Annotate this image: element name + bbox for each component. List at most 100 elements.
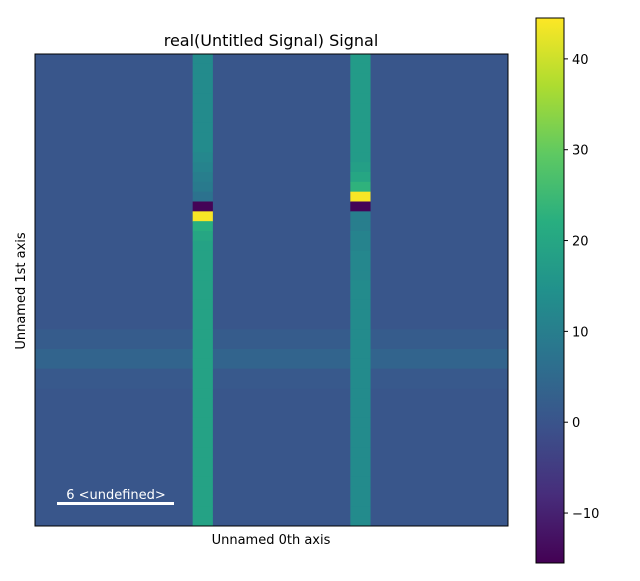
heatmap-cell	[192, 467, 213, 478]
heatmap-background	[35, 54, 508, 526]
colorbar-tick-label: 40	[572, 53, 589, 68]
heatmap-cell	[192, 103, 213, 114]
heatmap-cell	[192, 201, 213, 212]
heatmap-cell	[192, 73, 213, 84]
heatmap-cell	[350, 496, 371, 507]
heatmap-cell	[192, 427, 213, 438]
heatmap-cell	[192, 250, 213, 261]
heatmap-cell	[350, 191, 371, 202]
heatmap-cell	[350, 417, 371, 429]
heatmap-cell	[192, 417, 213, 429]
y-axis-label: Unnamed 1st axis	[14, 232, 29, 350]
heatmap-cell	[350, 231, 371, 242]
colorbar-ticks: 40 30 20 10 0 −10	[564, 53, 599, 522]
heatmap-cell	[350, 93, 371, 104]
colorbar-tick-label: −10	[572, 507, 599, 522]
heatmap-cell	[350, 476, 371, 488]
heatmap-cell	[192, 290, 213, 301]
heatmap-cell	[192, 280, 213, 291]
heatmap-cell	[350, 103, 371, 114]
heatmap-cell	[350, 181, 371, 193]
heatmap-cell	[350, 408, 371, 419]
heatmap-cell	[350, 142, 371, 153]
heatmap-cell	[192, 447, 213, 458]
heatmap-cell	[192, 181, 213, 193]
heatmap-image	[35, 54, 508, 527]
heatmap-cell	[350, 152, 371, 163]
heatmap-cell	[192, 231, 213, 242]
heatmap-cell	[350, 221, 371, 232]
heatmap-cell	[192, 319, 213, 330]
colorbar-tick-label: 20	[572, 235, 589, 250]
heatmap-cell	[192, 270, 213, 281]
scalebar-label: 6 <undefined>	[66, 488, 166, 503]
heatmap-cell	[350, 54, 371, 65]
heatmap-cell	[350, 437, 371, 448]
heatmap-cell	[192, 506, 213, 517]
heatmap-cell	[192, 349, 213, 360]
heatmap-cell	[350, 467, 371, 478]
heatmap-cell	[192, 329, 213, 340]
heatmap-cell	[350, 516, 371, 527]
heatmap-cell	[192, 260, 213, 271]
heatmap-cell	[350, 201, 371, 212]
heatmap-cell	[192, 309, 213, 320]
heatmap-cell	[192, 113, 213, 124]
heatmap-cell	[192, 516, 213, 527]
plot-frame	[34, 53, 509, 527]
heatmap-cell	[192, 93, 213, 104]
heatmap-cell	[350, 63, 371, 75]
heatmap-cell	[192, 398, 213, 409]
heatmap-row-band	[35, 368, 508, 389]
heatmap-cell	[192, 191, 213, 202]
heatmap-cell	[350, 378, 371, 389]
heatmap-cell	[350, 329, 371, 340]
heatmap-cell	[350, 299, 371, 311]
heatmap-cell	[350, 398, 371, 409]
heatmap-cell	[192, 299, 213, 311]
heatmap-cell	[192, 408, 213, 419]
heatmap-cell	[192, 152, 213, 163]
heatmap-cell	[192, 142, 213, 153]
scalebar-bar	[57, 502, 174, 505]
heatmap-cell	[192, 211, 213, 222]
heatmap-cell	[350, 73, 371, 84]
heatmap-cell	[350, 319, 371, 330]
heatmap-cell	[350, 457, 371, 468]
heatmap-cell	[192, 378, 213, 389]
colorbar-tick-label: 10	[572, 325, 589, 340]
heatmap-cell	[192, 496, 213, 507]
colorbar	[535, 17, 565, 564]
heatmap-cell	[350, 113, 371, 124]
heatmap-cell	[192, 240, 213, 252]
heatmap-cell	[350, 349, 371, 360]
heatmap-cell	[192, 368, 213, 379]
x-axis-label: Unnamed 0th axis	[212, 533, 331, 548]
heatmap-cell	[350, 270, 371, 281]
heatmap-cell	[192, 63, 213, 75]
heatmap-cell	[350, 172, 371, 183]
heatmap-row-band	[35, 329, 508, 350]
heatmap-cell	[350, 250, 371, 261]
heatmap-cell	[192, 172, 213, 183]
heatmap-cell	[350, 486, 371, 497]
heatmap-cell	[192, 162, 213, 173]
heatmap-cell	[350, 388, 371, 399]
heatmap-cell	[192, 221, 213, 232]
heatmap-cell	[350, 211, 371, 222]
colorbar-tick-label: 30	[572, 144, 589, 159]
heatmap-cell	[350, 290, 371, 301]
heatmap-cell	[350, 447, 371, 458]
heatmap-cell	[192, 388, 213, 399]
heatmap-cell	[350, 280, 371, 291]
heatmap-cell	[350, 358, 371, 370]
chart-title: real(Untitled Signal) Signal	[164, 31, 379, 50]
heatmap-cell	[350, 162, 371, 173]
heatmap-cell	[192, 122, 213, 134]
heatmap-cell	[192, 83, 213, 94]
heatmap-cell	[350, 260, 371, 271]
heatmap-cell	[350, 427, 371, 438]
heatmap-cell	[192, 339, 213, 350]
heatmap-cell	[350, 506, 371, 517]
heatmap-cell	[192, 132, 213, 143]
